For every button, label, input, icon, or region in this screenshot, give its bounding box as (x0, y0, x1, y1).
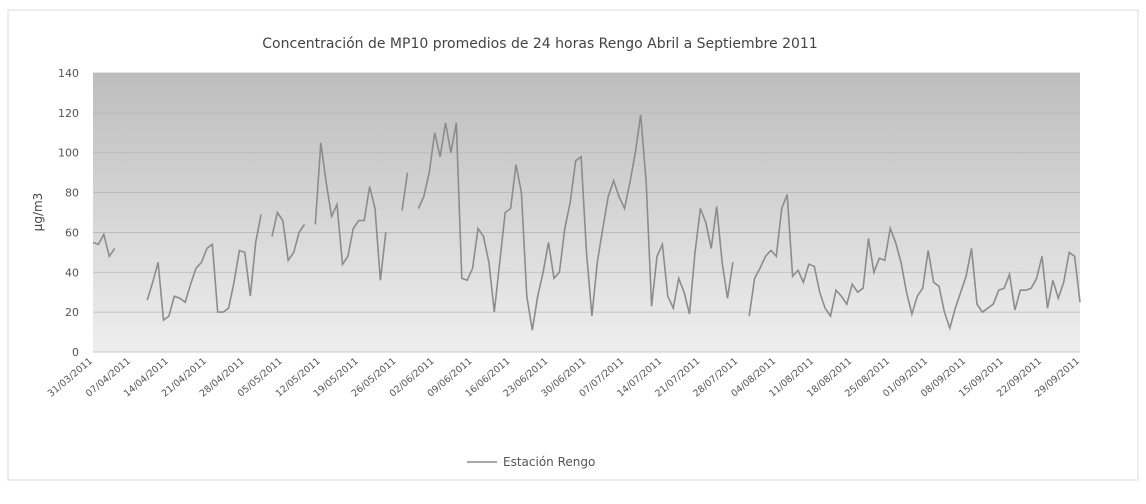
series-line (314, 142, 387, 281)
plot-area (93, 73, 1080, 352)
series-line (748, 194, 1081, 331)
y-tick-label: 0 (72, 346, 79, 359)
chart-title: Concentración de MP10 promedios de 24 ho… (262, 36, 817, 52)
y-tick-label: 120 (58, 107, 79, 120)
series-line (92, 232, 116, 259)
series-line (146, 214, 262, 322)
y-tick-label: 60 (65, 226, 79, 239)
y-tick-label: 100 (58, 147, 79, 160)
y-tick-label: 40 (65, 266, 79, 279)
y-tick-label: 20 (65, 306, 79, 319)
series-line (417, 114, 734, 331)
y-tick-label: 80 (65, 187, 79, 200)
legend-label: Estación Rengo (503, 455, 595, 469)
series-line (271, 210, 306, 263)
y-tick-label: 140 (58, 67, 79, 80)
y-axis-label: µg/m3 (31, 193, 45, 232)
series-line (401, 172, 409, 211)
